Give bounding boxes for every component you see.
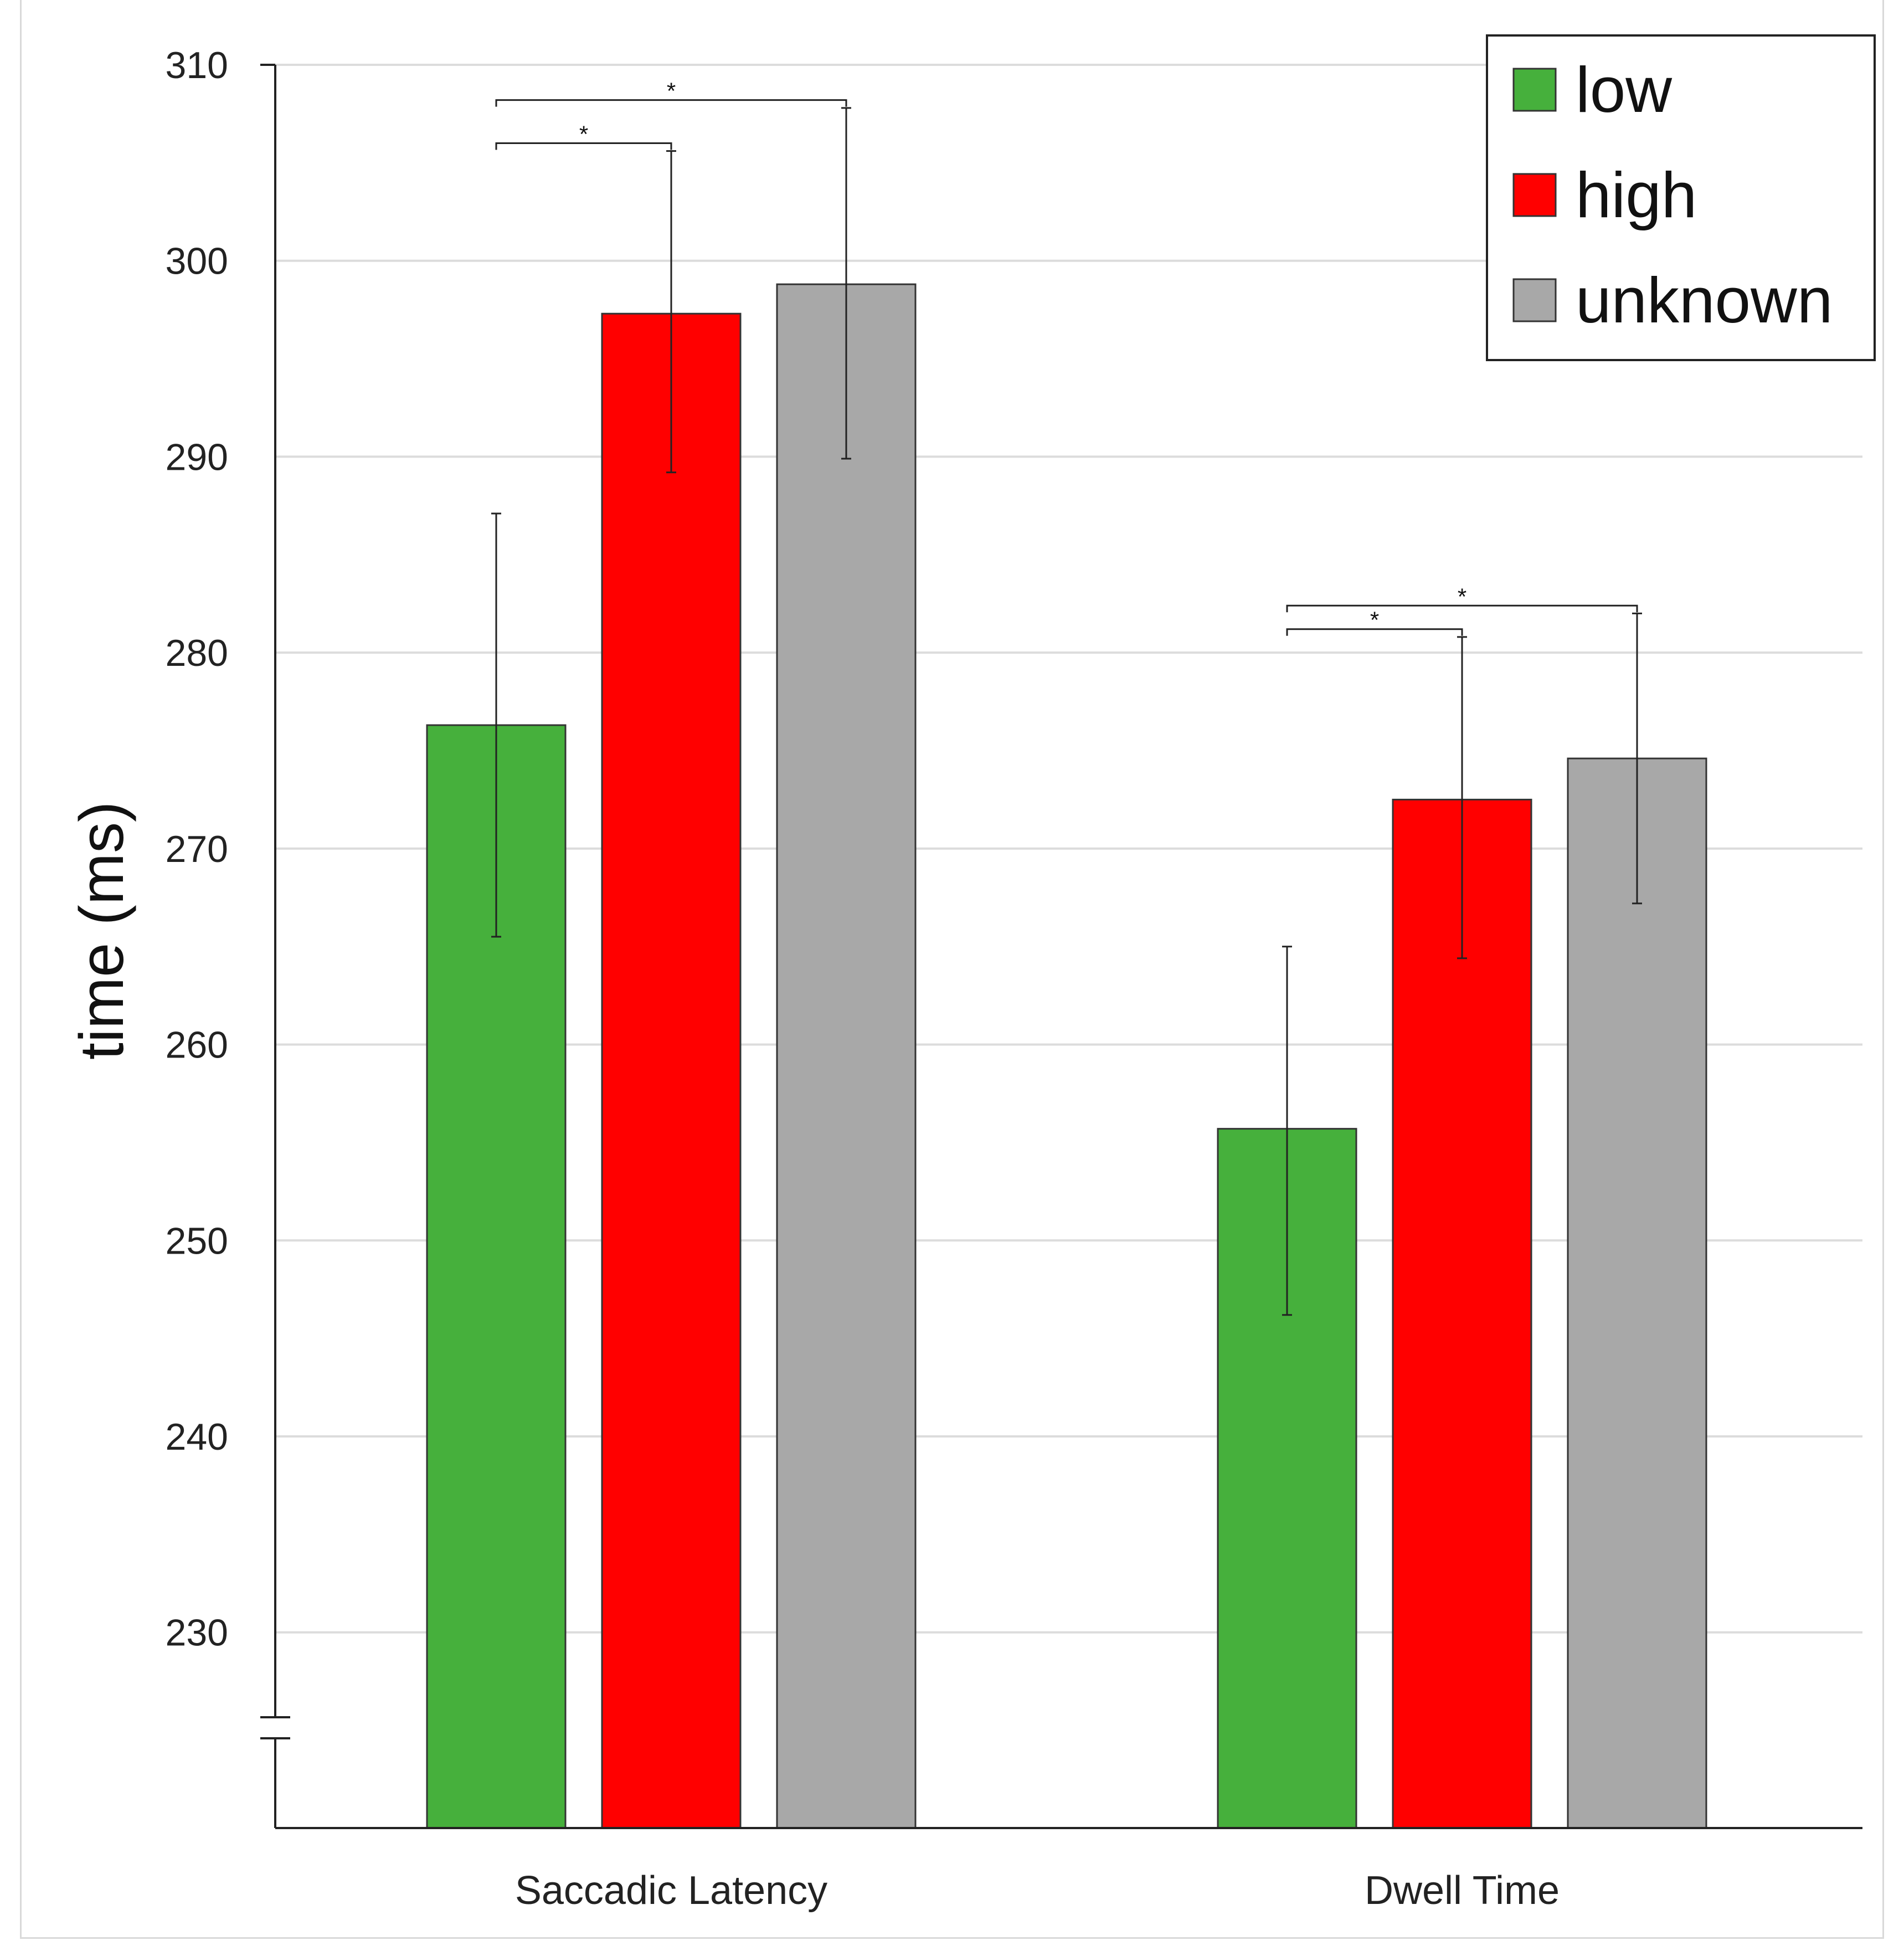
bar-unknown (776, 283, 917, 1829)
legend-label-high: high (1576, 159, 1697, 231)
significance-star: * (1370, 607, 1379, 633)
y-tick-label: 230 (166, 1612, 228, 1654)
y-tick-label: 260 (166, 1024, 228, 1066)
significance-bracket (495, 99, 847, 107)
bars (426, 283, 1707, 1829)
legend-swatch-high (1512, 173, 1557, 217)
axes (260, 64, 1862, 1829)
legend-label-low: low (1576, 54, 1673, 126)
significance-brackets: * * * * (495, 78, 1638, 636)
significance-star: * (1458, 583, 1466, 609)
y-tick-label: 290 (166, 436, 228, 478)
legend: low high unknown (1486, 34, 1876, 361)
x-category-label: Dwell Time (1365, 1868, 1560, 1913)
x-category-label: Saccadic Latency (515, 1868, 827, 1913)
significance-bracket (1286, 604, 1638, 613)
y-tick-label: 250 (166, 1220, 228, 1262)
bar-unknown (1567, 757, 1707, 1829)
significance-star: * (667, 78, 676, 104)
error-bars (491, 107, 1642, 1316)
legend-swatch-unknown (1512, 278, 1557, 322)
y-axis-title: time (ms) (67, 802, 136, 1060)
y-tick-label: 310 (166, 44, 228, 86)
axis-labels: 230 240 250 260 270 280 290 300 310 Saccadic Late… (67, 44, 1560, 1913)
y-tick-label: 280 (166, 632, 228, 674)
significance-bracket (495, 142, 672, 150)
y-tick-label: 240 (166, 1416, 228, 1458)
chart-frame (20, 0, 1884, 1939)
y-tick-label: 270 (166, 828, 228, 870)
legend-label-unknown: unknown (1576, 264, 1833, 336)
bar-high (601, 312, 742, 1829)
legend-swatch-low (1512, 68, 1557, 112)
y-tick-label: 300 (166, 240, 228, 283)
significance-bracket (1286, 628, 1463, 636)
significance-star: * (579, 121, 588, 147)
